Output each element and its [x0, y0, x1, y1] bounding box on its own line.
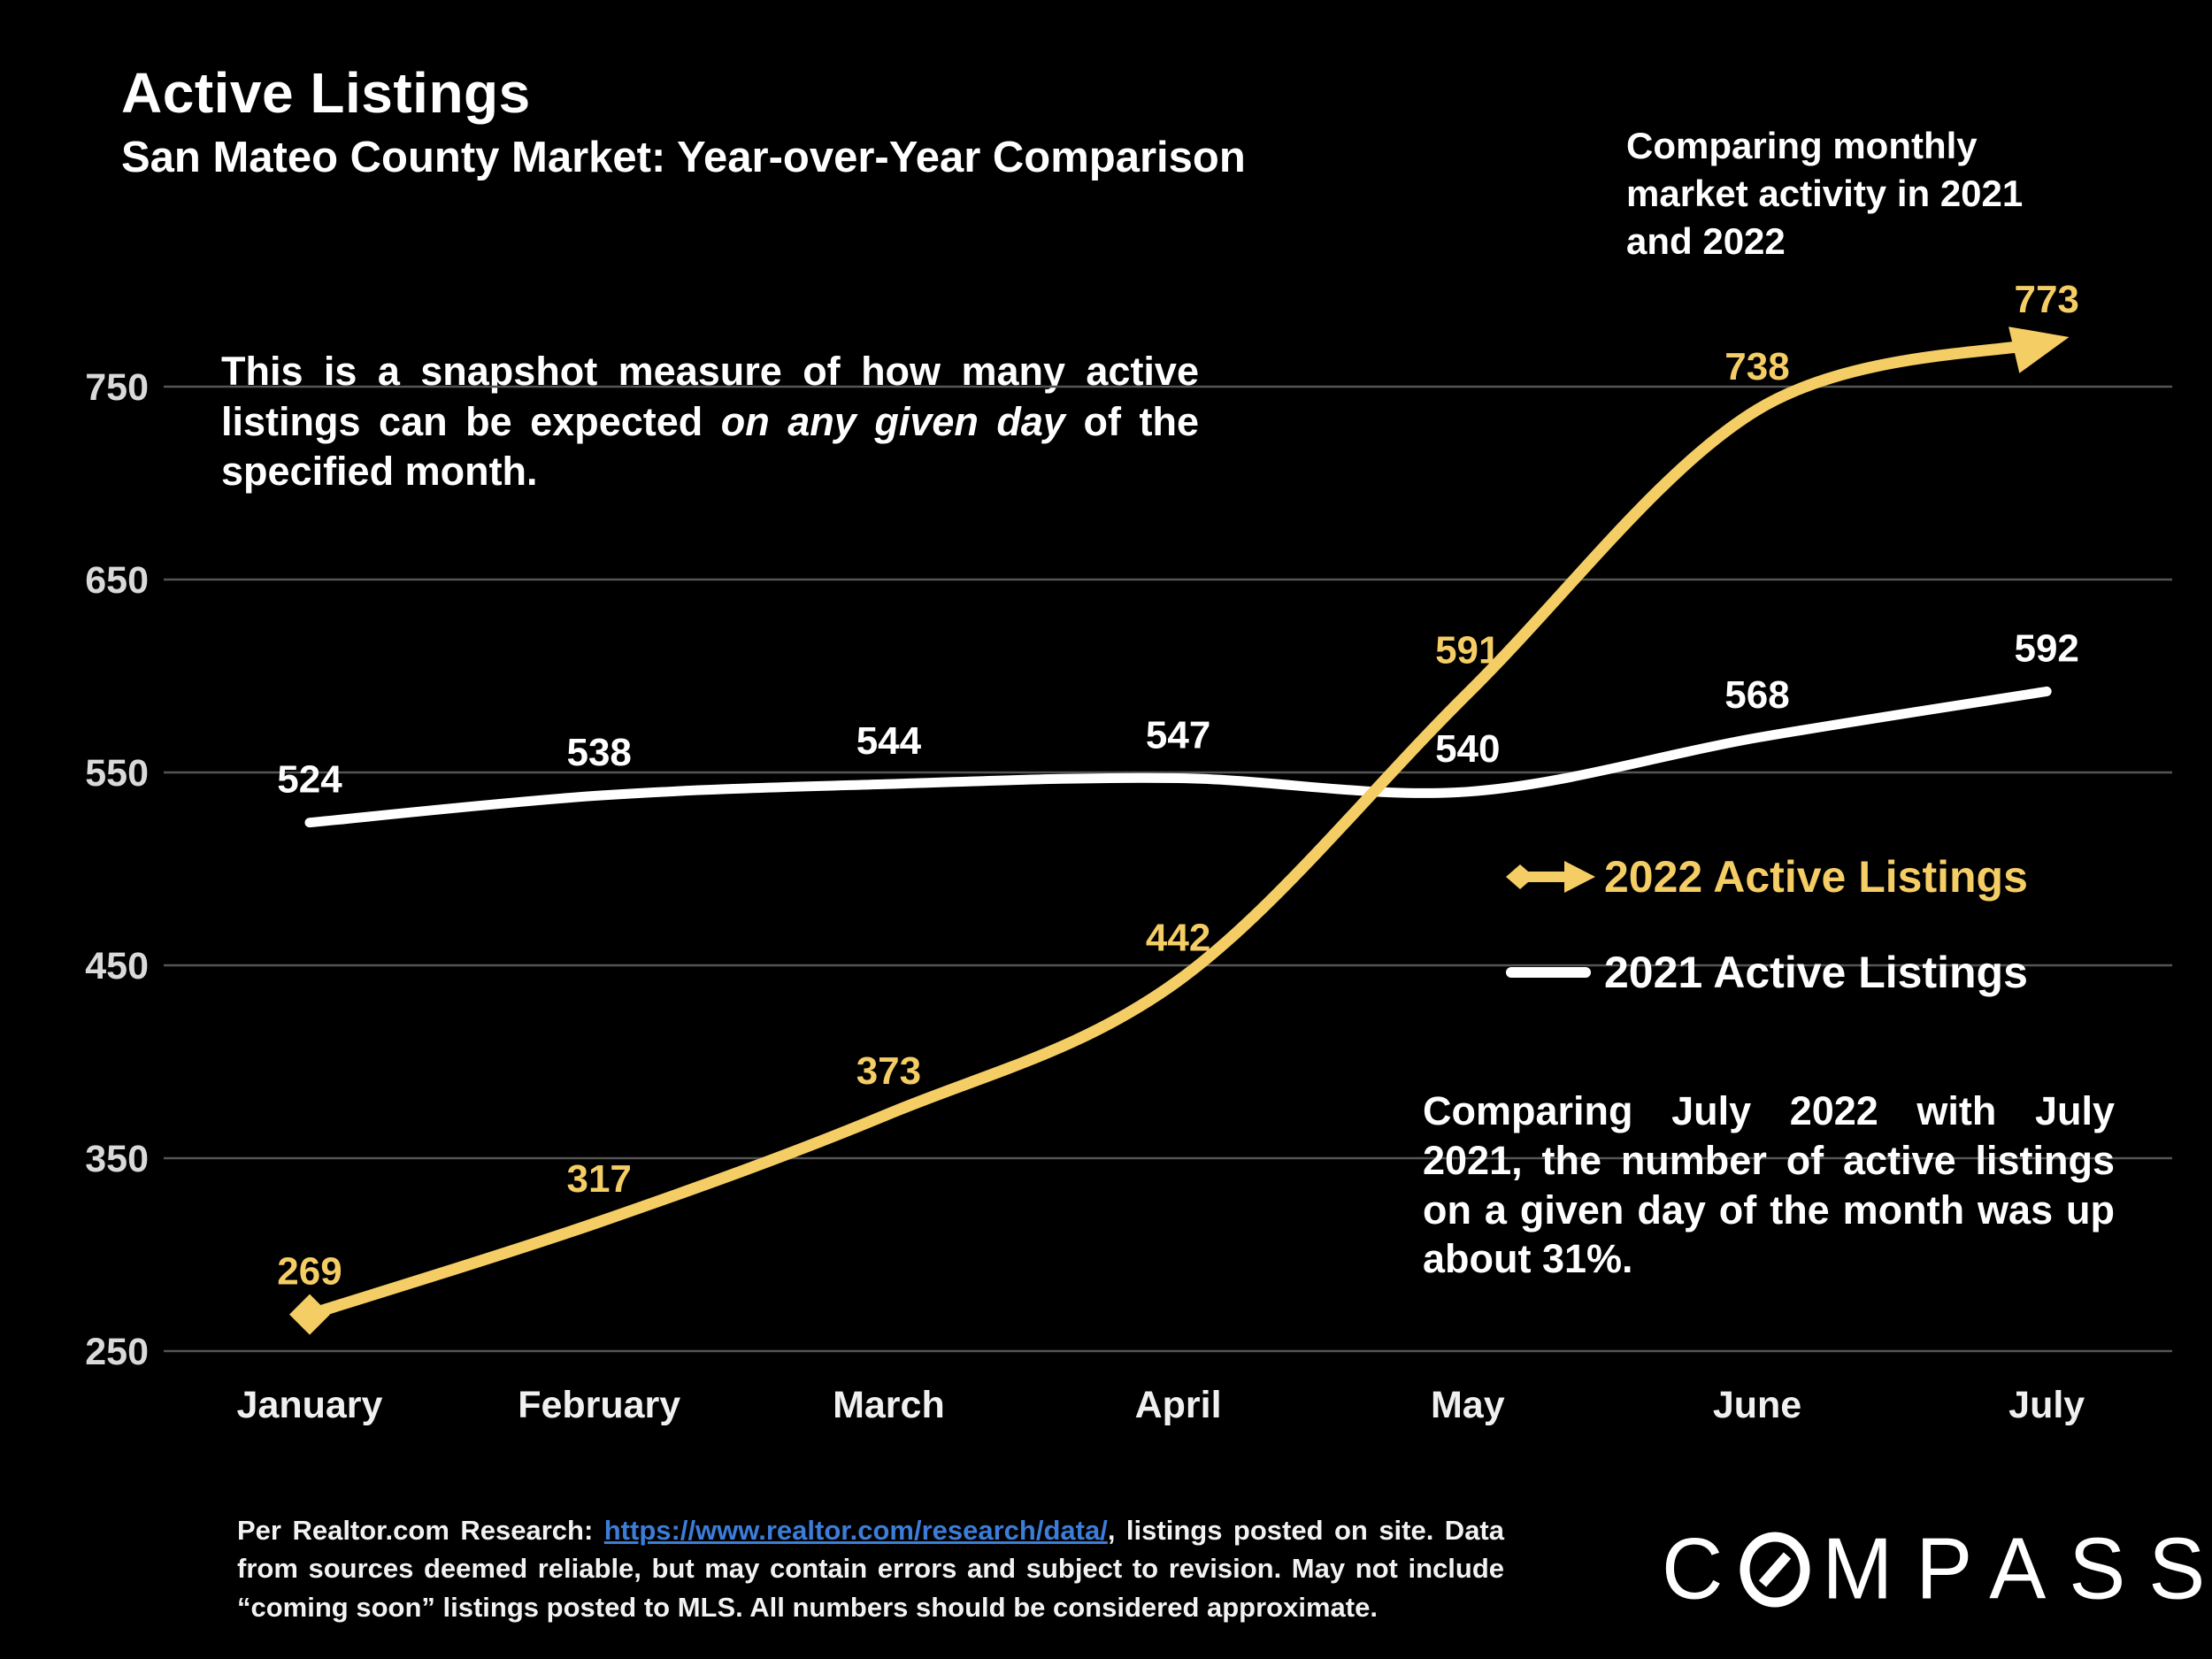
source-note: Per Realtor.com Research: https://www.re…: [237, 1511, 1504, 1626]
data-label-2022-june: 738: [1724, 345, 1789, 388]
series-line-2021: [304, 686, 2052, 828]
data-label-2021-january: 524: [277, 758, 342, 802]
series-start-diamond-marker: [289, 1294, 330, 1335]
x-axis-label-may: May: [1431, 1384, 1505, 1426]
x-axis-label-july: July: [2008, 1384, 2085, 1426]
series-end-arrowhead-marker: [2008, 326, 2070, 373]
x-axis-label-march: March: [833, 1384, 945, 1426]
annotation-text-emphasis: on any given day: [720, 398, 1065, 444]
data-label-2021-july: 592: [2014, 626, 2078, 670]
data-label-2021-june: 568: [1724, 673, 1789, 717]
compass-needle-o-icon: [1740, 1532, 1810, 1608]
realtor-research-link[interactable]: https://www.realtor.com/research/data/: [603, 1515, 1108, 1546]
y-axis-tick-550: 550: [85, 752, 149, 795]
x-axis-label-april: April: [1135, 1384, 1222, 1426]
data-label-2022-april: 442: [1146, 916, 1210, 959]
data-label-2022-march: 373: [856, 1049, 921, 1093]
series-line-2022: [303, 336, 2053, 1321]
data-label-2022-january: 269: [277, 1250, 342, 1294]
x-axis-label-january: January: [237, 1384, 383, 1426]
legend-label-2021: 2021 Active Listings: [1604, 948, 2028, 997]
compass-logo: C MPASS: [1662, 1520, 2212, 1618]
page-subtitle: San Mateo County Market: Year-over-Year …: [121, 134, 1246, 181]
data-label-2022-july: 773: [2014, 278, 2078, 321]
data-label-2021-april: 547: [1146, 714, 1210, 757]
header-note: Comparing monthly market activity in 202…: [1626, 125, 2024, 262]
compass-logo-text-right: MPASS: [1822, 1520, 2212, 1618]
legend-item-2021: 2021 Active Listings: [1504, 947, 2028, 998]
data-label-2022-may: 591: [1435, 629, 1500, 672]
y-axis-tick-750: 750: [85, 366, 149, 409]
data-label-2021-february: 538: [566, 731, 631, 774]
source-note-pre: Per Realtor.com Research:: [237, 1515, 604, 1546]
data-label-2022-february: 317: [566, 1157, 631, 1201]
data-label-2021-may: 540: [1435, 727, 1500, 771]
y-axis-tick-450: 450: [85, 945, 149, 987]
comparison-callout: Comparing July 2022 with July 2021, the …: [1423, 1088, 2115, 1282]
x-axis-label-february: February: [518, 1384, 680, 1426]
x-axis-label-june: June: [1713, 1384, 1801, 1426]
page-title: Active Listings: [121, 61, 531, 125]
chart-annotation: This is a snapshot measure of how many a…: [221, 347, 1199, 497]
legend-2021-line-marker-icon: [1506, 967, 1591, 978]
legend-item-2022: 2022 Active Listings: [1504, 851, 2028, 902]
data-label-2021-march: 544: [856, 719, 922, 763]
compass-logo-text-left: C: [1662, 1520, 1747, 1618]
y-axis-tick-350: 350: [85, 1138, 149, 1180]
y-axis-tick-650: 650: [85, 559, 149, 602]
legend-label-2022: 2022 Active Listings: [1604, 852, 2028, 902]
annotation-text-post: of the specified month.: [221, 398, 1199, 495]
y-axis-tick-250: 250: [85, 1331, 149, 1373]
source-note-post: , listings posted on site. Data from sou…: [237, 1515, 1505, 1623]
legend-2022-arrow-marker-icon: [1506, 861, 1595, 893]
